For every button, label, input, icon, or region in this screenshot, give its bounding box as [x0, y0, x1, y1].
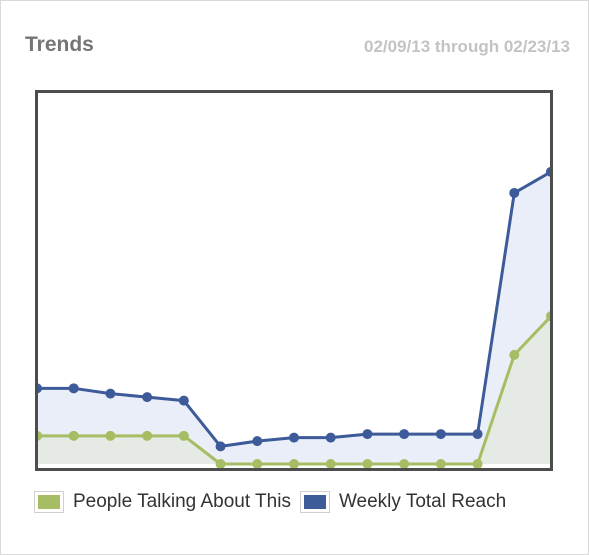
legend-swatch-reach [299, 491, 330, 513]
date-range: 02/09/13 through 02/23/13 [364, 37, 570, 56]
legend-label-reach: Weekly Total Reach [338, 491, 507, 512]
data-point-talking [472, 459, 483, 469]
chart-legend: People Talking About This Weekly Total R… [34, 487, 507, 517]
data-point-reach [178, 395, 189, 406]
data-point-talking [362, 459, 373, 469]
data-point-reach [215, 441, 226, 452]
data-point-talking [325, 459, 336, 469]
legend-swatch-talking [34, 491, 64, 513]
legend-label-talking: People Talking About This [73, 491, 291, 512]
data-point-talking [215, 459, 226, 469]
data-point-reach [472, 429, 483, 440]
trends-chart [35, 90, 553, 471]
data-point-talking [289, 459, 299, 469]
data-point-reach [325, 432, 336, 443]
data-point-reach [399, 429, 410, 440]
series-area-talking [37, 316, 551, 464]
data-point-talking [178, 430, 189, 441]
panel-header: Trends 02/09/13 through 02/23/13 [25, 31, 570, 65]
data-point-reach [142, 392, 153, 403]
data-point-talking [252, 459, 263, 469]
data-point-reach [289, 432, 299, 443]
data-point-reach [509, 187, 520, 198]
data-point-talking [399, 459, 410, 469]
data-point-reach [68, 383, 79, 394]
data-point-talking [142, 430, 153, 441]
trends-chart-svg [35, 90, 553, 471]
data-point-reach [105, 388, 116, 399]
legend-item-talking: People Talking About This [34, 491, 291, 513]
data-point-talking [435, 459, 446, 469]
data-point-reach [435, 429, 446, 440]
data-point-talking [105, 430, 116, 441]
data-point-reach [252, 436, 263, 447]
plot-frame [35, 90, 553, 471]
series-area-reach [37, 171, 551, 464]
data-point-talking [509, 349, 520, 360]
data-point-reach [362, 429, 373, 440]
panel-title: Trends [25, 33, 94, 56]
data-point-talking [68, 430, 79, 441]
legend-item-reach: Weekly Total Reach [299, 491, 507, 513]
